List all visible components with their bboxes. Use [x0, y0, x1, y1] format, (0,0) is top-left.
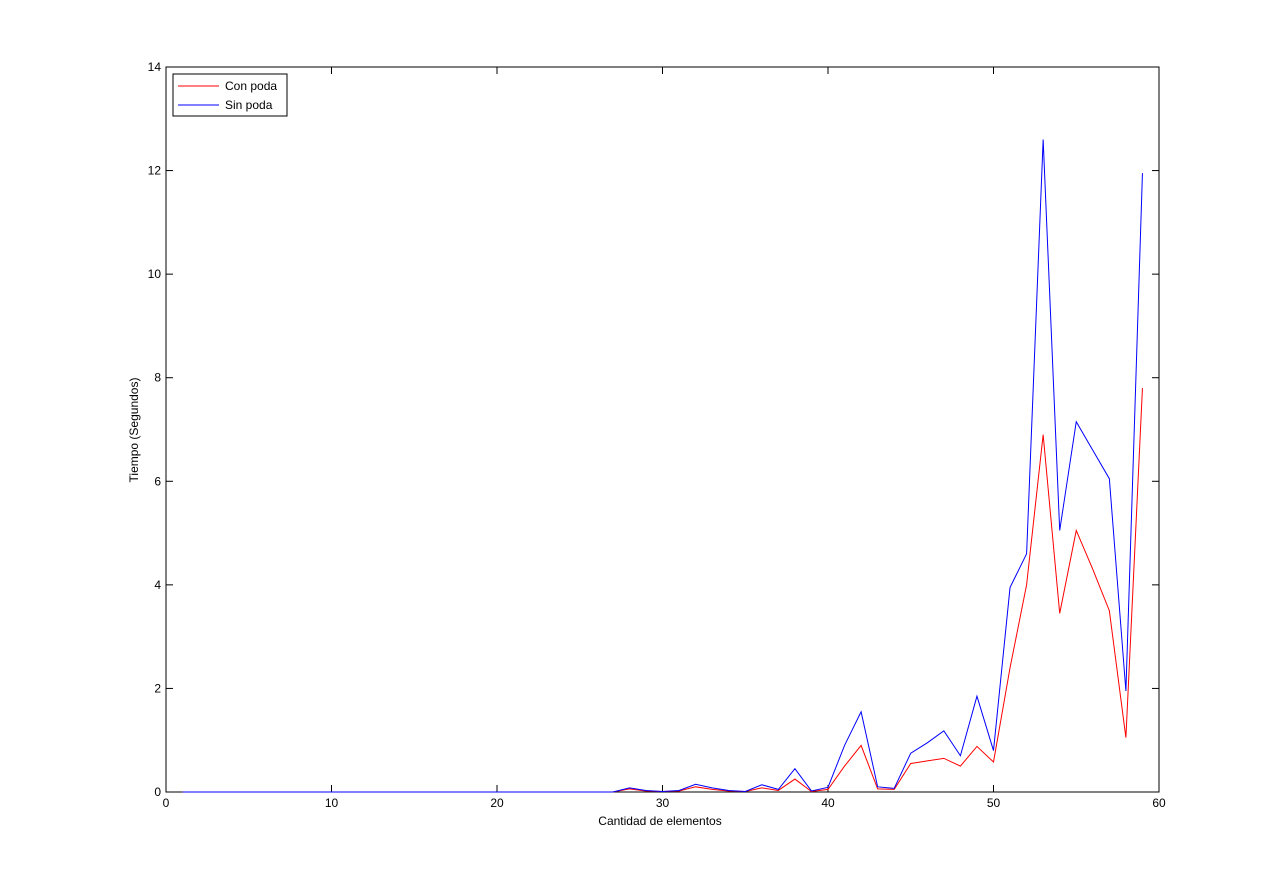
legend-box [172, 73, 288, 117]
legend: Con poda Sin poda [172, 73, 288, 117]
y-tick-label: 2 [154, 681, 161, 695]
x-tick-label: 50 [987, 796, 1001, 810]
y-tick-label: 4 [154, 578, 161, 592]
y-tick-label: 14 [148, 60, 162, 74]
axis-ticks: 0 10 20 30 40 50 60 0 2 4 6 8 10 12 14 [148, 60, 1166, 810]
y-tick-label: 10 [148, 267, 162, 281]
y-tick-label: 12 [148, 164, 162, 178]
x-tick-label: 40 [821, 796, 835, 810]
plot-area [165, 66, 1160, 793]
x-tick-label: 10 [325, 796, 339, 810]
x-tick-label: 30 [656, 796, 670, 810]
x-tick-label: 20 [490, 796, 504, 810]
y-tick-label: 0 [154, 785, 161, 799]
x-axis-label: Cantidad de elementos [598, 814, 721, 828]
y-axis-label: Tiempo (Segundos) [127, 378, 141, 483]
legend-label-con-poda: Con poda [225, 79, 277, 93]
legend-label-sin-poda: Sin poda [225, 98, 273, 112]
x-tick-label: 60 [1152, 796, 1166, 810]
series-layer [182, 139, 1143, 793]
series-line-sin-poda [182, 139, 1143, 793]
y-tick-label: 8 [154, 371, 161, 385]
y-tick-label: 6 [154, 474, 161, 488]
x-tick-label: 0 [163, 796, 170, 810]
